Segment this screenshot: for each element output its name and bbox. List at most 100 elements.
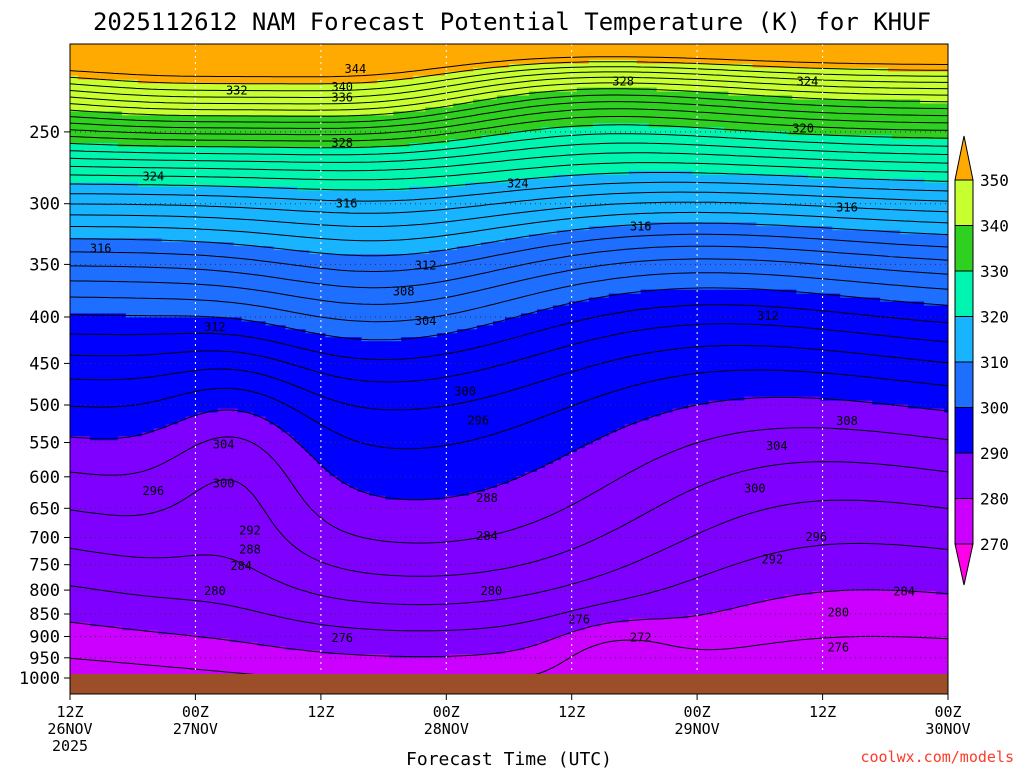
field-cell	[70, 83, 948, 89]
colorbar-label: 280	[980, 490, 1009, 509]
contour-label: 280	[827, 606, 849, 620]
field-cell	[70, 285, 948, 291]
field-cell	[70, 571, 948, 576]
field-cell	[329, 471, 526, 477]
field-cell	[70, 670, 948, 675]
field-cell	[756, 222, 948, 227]
colorbar-segment	[954, 361, 974, 408]
field-cell	[425, 107, 948, 112]
field-cell	[70, 638, 231, 643]
contour-label: 288	[476, 491, 498, 505]
field-cell	[908, 404, 948, 410]
field-cell	[409, 186, 948, 192]
field-cell	[70, 111, 123, 116]
field-cell	[70, 174, 554, 180]
contour-label: 316	[90, 241, 112, 255]
field-cell	[528, 91, 730, 97]
field-cell	[516, 475, 948, 481]
y-tick-label: 950	[29, 649, 60, 669]
field-cell	[628, 170, 694, 176]
contour-line	[70, 82, 948, 111]
contour-label: 320	[792, 122, 814, 136]
field-cell	[70, 44, 948, 49]
field-cell	[660, 412, 948, 418]
field-cell	[70, 471, 331, 477]
field-cell	[70, 170, 630, 176]
field-cell	[70, 539, 948, 544]
contour-line	[70, 304, 948, 360]
field-cell	[465, 182, 948, 188]
field-cell	[305, 448, 578, 453]
field-cell	[656, 87, 948, 93]
field-cell	[70, 487, 358, 493]
field-cell	[137, 182, 466, 188]
contour-label: 308	[393, 285, 415, 299]
field-cell	[692, 170, 948, 176]
field-cell	[70, 150, 948, 156]
field-cell	[688, 404, 909, 410]
field-cell	[636, 420, 948, 425]
field-cell	[70, 313, 127, 319]
field-cell	[900, 230, 948, 235]
field-cell	[70, 238, 163, 243]
contour-line	[70, 461, 948, 577]
field-cell	[70, 519, 948, 525]
field-cell	[257, 642, 538, 647]
field-cell	[157, 630, 574, 636]
field-cell	[588, 226, 833, 231]
field-cell	[70, 368, 948, 374]
field-cell	[457, 329, 948, 334]
field-cell	[544, 464, 948, 469]
field-cell	[70, 440, 299, 445]
field-cell	[117, 436, 295, 441]
field-cell	[70, 337, 362, 342]
field-cell	[832, 226, 948, 231]
field-cell	[233, 242, 482, 247]
field-cell	[313, 456, 562, 461]
field-cell	[70, 325, 287, 330]
field-cell	[241, 317, 506, 322]
field-cell	[70, 79, 139, 85]
field-cell	[70, 396, 746, 402]
field-cell	[277, 424, 626, 429]
field-cell	[481, 242, 948, 247]
field-cell	[70, 428, 155, 433]
field-cell	[70, 567, 948, 572]
contour-line	[70, 427, 948, 544]
field-cell	[556, 230, 901, 235]
contour-label: 316	[336, 197, 358, 211]
field-cell	[70, 503, 948, 509]
colorbar-segment	[954, 498, 974, 545]
field-cell	[70, 654, 390, 659]
contour-line	[70, 258, 948, 305]
field-cell	[70, 380, 948, 386]
field-cell	[70, 642, 259, 647]
field-cell	[141, 432, 291, 437]
y-tick-label: 800	[29, 581, 60, 601]
field-cell	[70, 559, 948, 564]
field-cell	[70, 190, 948, 196]
contour-label: 336	[331, 90, 353, 104]
field-cell	[568, 452, 948, 457]
field-cell	[70, 464, 323, 469]
field-cell	[608, 293, 841, 299]
x-tick-label: 00Z	[433, 703, 460, 721]
field-cell	[70, 452, 311, 457]
field-cell	[840, 293, 948, 299]
field-cell	[185, 416, 267, 422]
field-cell	[588, 297, 881, 303]
field-cell	[808, 174, 948, 180]
field-cell	[449, 139, 948, 144]
contour-label: 284	[476, 529, 498, 543]
field-cell	[600, 436, 948, 441]
field-cell	[640, 289, 797, 295]
field-cell	[269, 420, 638, 425]
field-cell	[70, 182, 139, 188]
plot-frame	[69, 43, 949, 695]
contour-line	[70, 56, 948, 78]
field-cell	[70, 194, 948, 200]
x-tick-label: 29NOV	[675, 720, 720, 738]
y-tick-label: 450	[29, 354, 60, 374]
field-cell	[576, 87, 658, 93]
field-cell	[70, 582, 948, 588]
